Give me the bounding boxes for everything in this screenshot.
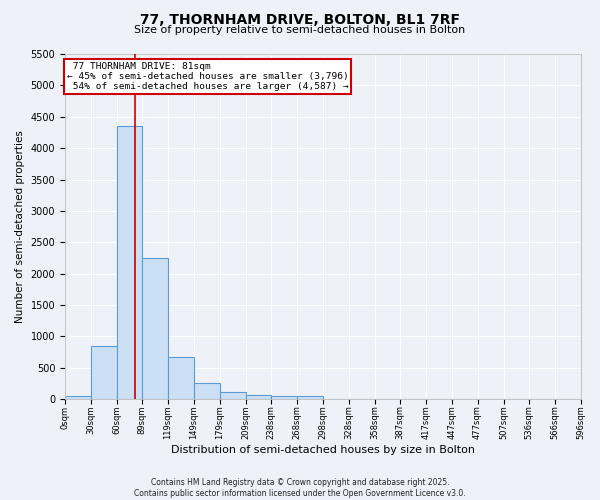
- Bar: [65, 396, 91, 399]
- Bar: [91, 346, 117, 399]
- Bar: [142, 258, 168, 399]
- Text: 77 THORNHAM DRIVE: 81sqm
← 45% of semi-detached houses are smaller (3,796)
 54% : 77 THORNHAM DRIVE: 81sqm ← 45% of semi-d…: [67, 62, 349, 92]
- Bar: [194, 383, 220, 399]
- Text: Size of property relative to semi-detached houses in Bolton: Size of property relative to semi-detach…: [134, 25, 466, 35]
- Text: 77, THORNHAM DRIVE, BOLTON, BL1 7RF: 77, THORNHAM DRIVE, BOLTON, BL1 7RF: [140, 12, 460, 26]
- Bar: [271, 396, 297, 399]
- Bar: [246, 395, 271, 399]
- Bar: [220, 392, 246, 399]
- Text: Contains HM Land Registry data © Crown copyright and database right 2025.
Contai: Contains HM Land Registry data © Crown c…: [134, 478, 466, 498]
- Bar: [117, 126, 142, 399]
- Y-axis label: Number of semi-detached properties: Number of semi-detached properties: [15, 130, 25, 323]
- X-axis label: Distribution of semi-detached houses by size in Bolton: Distribution of semi-detached houses by …: [171, 445, 475, 455]
- Bar: [168, 356, 194, 399]
- Bar: [297, 396, 323, 399]
